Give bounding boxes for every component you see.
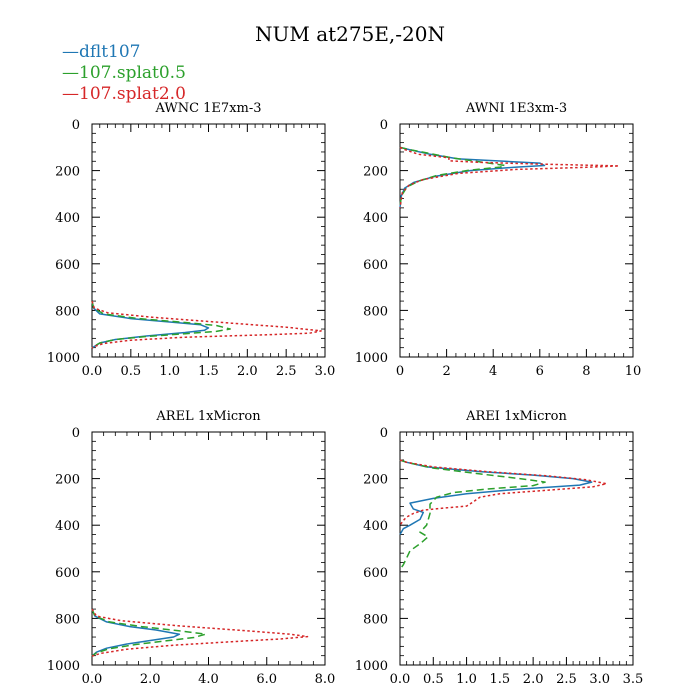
panel-1-series-107-splat0-5	[91, 300, 231, 349]
panel-1-xtick-label: 1.5	[198, 364, 219, 379]
legend-label-splat05: 107.splat0.5	[79, 63, 186, 83]
figure-title: NUM at275E,-20N	[255, 22, 445, 46]
panel-3-ytick-label: 800	[55, 612, 80, 627]
panel-2-ytick-label: 800	[363, 304, 388, 319]
panel-4-title: AREI 1xMicron	[465, 409, 567, 424]
panel-1-ytick-label: 800	[55, 304, 80, 319]
panel-4-xtick-label: 2.0	[523, 672, 544, 687]
panel-4-xtick-label: 1.5	[490, 672, 511, 687]
panel-3-xtick-label: 0.0	[82, 672, 103, 687]
panel-1-ytick-label: 600	[55, 258, 80, 273]
panel-2-ytick-label: 600	[363, 258, 388, 273]
panel-3-xtick-label: 8.0	[315, 672, 336, 687]
legend-label-dflt107: dflt107	[79, 42, 141, 62]
panel-1-xtick-label: 0.0	[82, 364, 103, 379]
panel-3-ytick-label: 1000	[47, 659, 80, 674]
panel-3-series-dflt107	[91, 608, 181, 657]
panel-2-series-107-splat0-5	[399, 146, 506, 208]
panel-1-xtick-label: 0.5	[120, 364, 141, 379]
legend-swatch-splat20: —	[62, 84, 79, 104]
panel-3-series-107-splat2-0	[91, 608, 309, 657]
panel-4-xtick-label: 0.5	[423, 672, 444, 687]
panel-2-ytick-label: 1000	[355, 351, 388, 366]
panel-3-xtick-label: 6.0	[256, 672, 277, 687]
panel-4-frame	[399, 431, 634, 666]
panel-4-xtick-label: 2.5	[556, 672, 577, 687]
panel-3-title: AREL 1xMicron	[155, 409, 261, 424]
panel-2-xtick-label: 2	[442, 364, 450, 379]
panel-1-ytick-label: 200	[55, 165, 80, 180]
panel-2-ytick-label: 200	[363, 165, 388, 180]
legend-swatch-dflt107: —	[62, 42, 79, 62]
panel-1-frame	[91, 123, 326, 358]
panel-4-ytick-label: 800	[363, 612, 388, 627]
legend-entry-splat05: —107.splat0.5	[62, 63, 186, 84]
legend-swatch-splat05: —	[62, 63, 79, 83]
panel-4-xtick-label: 3.0	[589, 672, 610, 687]
legend-label-splat20: 107.splat2.0	[79, 84, 186, 104]
panel-3-xtick-label: 2.0	[140, 672, 161, 687]
panel-4-ytick-label: 400	[363, 519, 388, 534]
panel-4-xtick-label: 1.0	[456, 672, 477, 687]
panel-3-xtick-label: 4.0	[198, 672, 219, 687]
panel-1-xtick-label: 3.0	[315, 364, 336, 379]
panel-1-xtick-label: 2.0	[237, 364, 258, 379]
panel-1-ytick-label: 1000	[47, 351, 80, 366]
panel-4-ytick-label: 0	[380, 426, 388, 441]
panel-2-xtick-label: 10	[625, 364, 642, 379]
panel-2-series-107-splat2-0	[399, 146, 620, 209]
panel-4-xtick-label: 3.5	[623, 672, 644, 687]
panel-3-series-107-splat0-5	[91, 608, 207, 657]
panel-2-ytick-label: 0	[380, 118, 388, 133]
panel-4-series-dflt107	[399, 459, 593, 535]
panel-1-series-107-splat2-0	[91, 300, 322, 349]
panel-4-ytick-label: 1000	[355, 659, 388, 674]
panel-2-frame	[399, 123, 634, 358]
panel-2-title: AWNI 1E3xm-3	[465, 101, 567, 116]
panel-2-ytick-label: 400	[363, 211, 388, 226]
panel-1-ytick-label: 0	[72, 118, 80, 133]
panel-2-series-dflt107	[399, 146, 546, 208]
panel-2-xtick-label: 8	[582, 364, 590, 379]
panel-3-ytick-label: 600	[55, 566, 80, 581]
legend: —dflt107 —107.splat0.5 —107.splat2.0	[62, 42, 186, 105]
panel-4-xtick-label: 0.0	[390, 672, 411, 687]
panel-3-frame	[91, 431, 326, 666]
panel-1-xtick-label: 2.5	[276, 364, 297, 379]
panel-3-ytick-label: 400	[55, 519, 80, 534]
panel-1-title: AWNC 1E7xm-3	[154, 101, 261, 116]
panel-2-xtick-label: 6	[536, 364, 544, 379]
panel-2-xtick-label: 4	[489, 364, 497, 379]
legend-entry-splat20: —107.splat2.0	[62, 84, 186, 105]
panel-3-ytick-label: 0	[72, 426, 80, 441]
panel-2-xtick-label: 0	[396, 364, 404, 379]
legend-entry-dflt107: —dflt107	[62, 42, 186, 63]
panel-4-series-107-splat2-0	[399, 459, 608, 526]
panel-4-ytick-label: 200	[363, 473, 388, 488]
panel-1-xtick-label: 1.0	[159, 364, 180, 379]
panel-3-ytick-label: 200	[55, 473, 80, 488]
panel-4-ytick-label: 600	[363, 566, 388, 581]
panel-1-ytick-label: 400	[55, 211, 80, 226]
